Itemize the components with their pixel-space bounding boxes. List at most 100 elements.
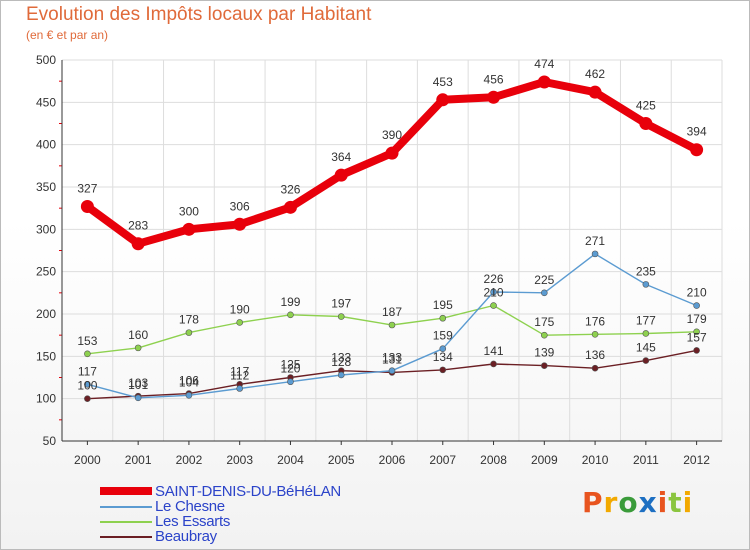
data-point-1-7 (439, 345, 447, 353)
x-tick-label: 2005 (328, 453, 355, 467)
data-point-3-7 (439, 366, 447, 374)
data-label-0-8: 456 (484, 72, 504, 86)
x-tick-label: 2001 (125, 453, 152, 467)
data-point-2-7 (439, 314, 447, 322)
data-point-1-4 (287, 378, 294, 386)
data-point-1-3 (236, 385, 243, 392)
logo-letter: t (668, 486, 683, 519)
proxiti-logo: Proxiti (582, 486, 693, 519)
data-point-2-2 (185, 329, 193, 336)
data-point-2-6 (388, 321, 396, 329)
data-label-1-10: 271 (585, 234, 605, 248)
data-label-1-6: 133 (382, 351, 402, 365)
data-label-0-5: 364 (331, 150, 351, 164)
data-label-2-1: 160 (128, 328, 148, 342)
data-point-1-12 (693, 302, 700, 309)
grid-layer (61, 59, 723, 442)
x-tick-label: 2011 (633, 453, 659, 467)
data-point-2-4 (287, 311, 294, 319)
data-point-3-8 (490, 360, 497, 368)
series-layer (80, 75, 704, 402)
data-label-0-1: 283 (128, 219, 148, 233)
data-label-2-0: 153 (77, 334, 97, 348)
legend-label-les-essarts: Les Essarts (155, 513, 231, 530)
data-point-1-1 (134, 394, 142, 402)
x-tick-label: 2007 (429, 453, 456, 467)
data-point-1-10 (591, 250, 599, 258)
data-label-1-2: 104 (179, 375, 199, 389)
data-label-3-1: 103 (128, 376, 148, 390)
chart-title: Evolution des Impôts locaux par Habitant (26, 4, 372, 25)
data-point-2-11 (642, 330, 650, 337)
data-point-0-8 (487, 90, 501, 104)
data-point-3-11 (642, 357, 650, 364)
data-point-1-8 (490, 288, 497, 296)
data-label-1-3: 112 (230, 369, 249, 383)
data-label-3-12: 157 (687, 330, 707, 344)
data-point-3-10 (591, 364, 599, 372)
data-point-2-3 (236, 319, 243, 326)
y-tick-label: 300 (36, 222, 56, 236)
legend-swatch-beaubray (100, 536, 152, 538)
data-label-1-11: 235 (636, 264, 656, 278)
x-tick-label: 2002 (176, 453, 203, 467)
data-label-3-11: 145 (636, 341, 656, 355)
data-label-3-8: 141 (484, 344, 504, 358)
data-label-3-6: 131 (382, 352, 402, 366)
y-tick-label: 200 (36, 307, 56, 321)
data-label-0-11: 425 (636, 99, 656, 113)
data-label-0-10: 462 (585, 67, 605, 81)
data-label-0-2: 300 (179, 204, 199, 218)
data-label-2-4: 199 (280, 295, 300, 309)
data-label-3-10: 136 (585, 348, 605, 362)
chart-subtitle: (en € et par an) (26, 28, 109, 42)
data-point-1-6 (388, 367, 396, 375)
x-tick-label: 2000 (74, 453, 101, 467)
data-label-0-7: 453 (433, 75, 453, 89)
x-tick-label: 2006 (379, 453, 406, 467)
data-label-3-3: 117 (230, 364, 249, 378)
legend-label-le-chesne: Le Chesne (155, 498, 225, 515)
data-label-0-0: 327 (77, 181, 97, 195)
axis-layer: 50 100 150 200 250 300 350 400 450 500 2000 2001 200… (36, 53, 722, 467)
data-point-0-6 (385, 146, 399, 160)
y-tick-label: 400 (36, 138, 56, 152)
data-point-0-11 (639, 117, 653, 130)
data-point-3-9 (541, 362, 548, 369)
data-label-0-6: 390 (382, 128, 402, 142)
data-label-1-12: 210 (687, 286, 707, 300)
legend-label-saint-denis: SAINT-DENIS-DU-BéHéLAN (155, 483, 341, 500)
data-label-2-7: 195 (433, 298, 453, 312)
data-point-1-5 (337, 371, 345, 379)
data-label-0-4: 326 (280, 182, 300, 196)
x-tick-label: 2003 (226, 453, 253, 467)
data-label-0-3: 306 (230, 199, 250, 213)
y-tick-label: 350 (36, 180, 56, 194)
y-tick-label: 150 (36, 349, 56, 363)
data-label-1-4: 120 (280, 362, 300, 376)
data-label-1-7: 159 (433, 329, 453, 343)
data-point-3-0 (84, 395, 91, 402)
data-point-0-7 (436, 93, 450, 107)
data-point-1-11 (642, 281, 650, 288)
y-tick-label: 450 (36, 95, 56, 109)
data-point-2-8 (490, 302, 497, 309)
data-label-0-9: 474 (534, 57, 554, 71)
data-label-2-9: 175 (534, 315, 554, 329)
data-point-0-10 (588, 85, 602, 99)
data-label-1-9: 225 (534, 273, 554, 287)
data-label-3-9: 139 (534, 346, 554, 360)
data-label-1-5: 128 (331, 355, 351, 369)
data-label-1-1: 101 (128, 378, 148, 392)
data-point-2-1 (134, 344, 142, 352)
x-tick-label: 2009 (531, 453, 558, 467)
data-point-0-4 (283, 200, 297, 214)
x-tick-label: 2008 (480, 453, 507, 467)
legend-swatch-les-essarts (100, 521, 152, 523)
data-label-2-2: 178 (179, 313, 199, 327)
data-point-0-5 (334, 168, 348, 182)
data-point-0-3 (233, 217, 247, 231)
data-label-2-6: 187 (382, 305, 402, 319)
legend-swatch-saint-denis (100, 487, 152, 495)
